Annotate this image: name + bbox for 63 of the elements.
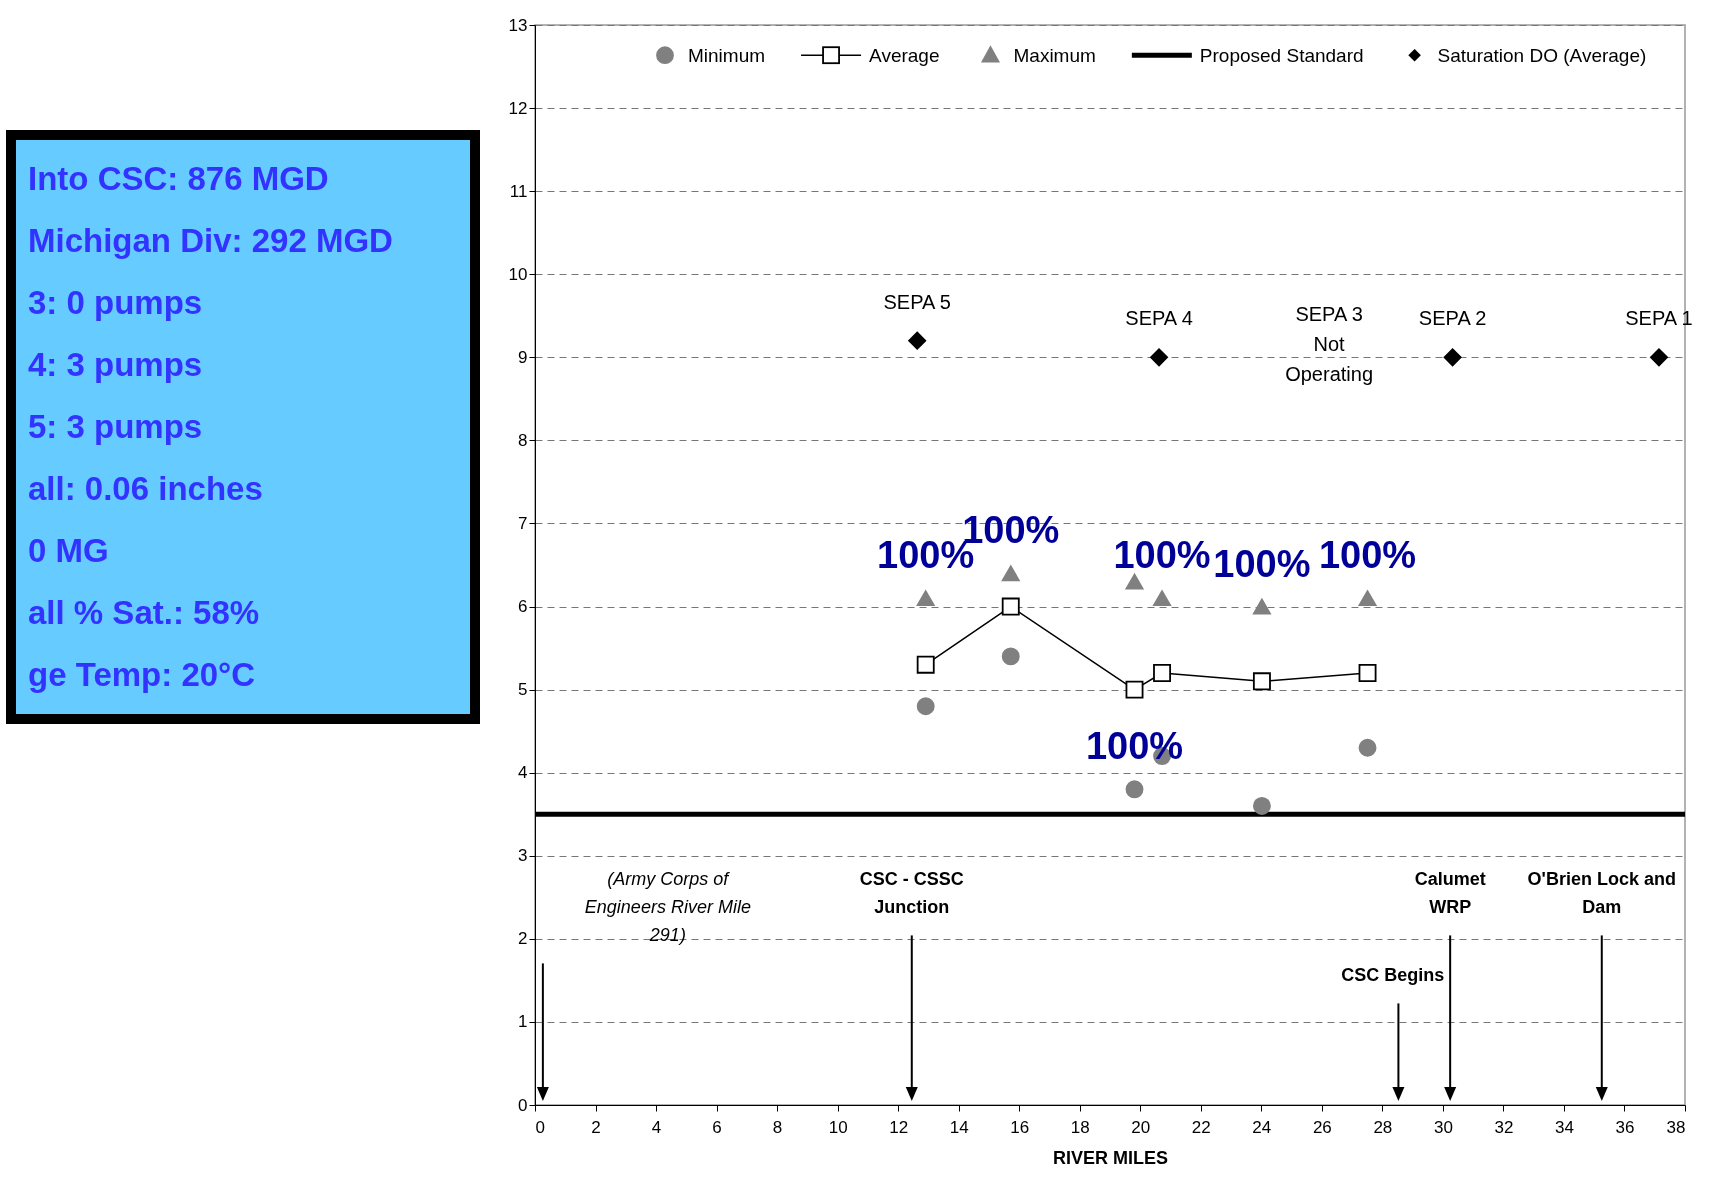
x-tick-label: 32 [1494, 1117, 1514, 1137]
ref-line-label: CSC Begins [1341, 965, 1445, 986]
text: all: 0.06 inches [28, 469, 264, 509]
x-tick-label: 28 [1373, 1117, 1393, 1137]
x-tick-label: 26 [1312, 1117, 1332, 1137]
legend-label: Saturation DO (Average) [1437, 45, 1647, 67]
annotation: 100% [1113, 534, 1211, 577]
y-tick-label: 12 [508, 98, 528, 118]
data-label: SEPA 4 [1125, 307, 1193, 330]
x-tick-label: 34 [1554, 1117, 1574, 1137]
x-tick-label: 38 [1666, 1117, 1686, 1137]
legend-label: Proposed Standard [1199, 45, 1364, 67]
x-axis-title: RIVER MILES [1052, 1147, 1169, 1168]
x-tick-label: 14 [949, 1117, 969, 1137]
text: 0 MG [28, 531, 110, 571]
y-tick-label: 1 [518, 1012, 528, 1032]
text: 3: 0 pumps [28, 283, 204, 323]
x-tick-label: 30 [1433, 1117, 1453, 1137]
ref-line-label: O'Brien Lock and Dam [1527, 869, 1676, 918]
y-tick-label: 6 [518, 597, 528, 617]
x-tick-label: 20 [1131, 1117, 1151, 1137]
y-tick-label: 7 [518, 513, 528, 533]
y-tick-label: 13 [508, 15, 528, 35]
x-tick-label: 36 [1615, 1117, 1635, 1137]
x-tick-label: 18 [1070, 1117, 1090, 1137]
ref-line-label: Calumet WRP [1414, 869, 1486, 918]
legend-label: Minimum [688, 45, 766, 67]
y-tick-label: 11 [509, 181, 528, 201]
text: 5: 3 pumps [28, 407, 204, 447]
annotation: 100% [1213, 542, 1311, 585]
x-tick-label: 4 [651, 1117, 662, 1137]
y-tick-label: 4 [518, 763, 528, 783]
y-tick-label: 0 [518, 1095, 528, 1115]
y-tick-label: 10 [508, 264, 528, 284]
x-tick-label: 16 [1010, 1117, 1030, 1137]
annotation: 100% [1085, 725, 1184, 768]
ref-line-label: CSC - CSSC Junction [859, 869, 964, 918]
text: all % Sat.: 58% [28, 593, 261, 633]
x-tick-label: 8 [772, 1117, 783, 1137]
text: Into CSC: 876 MGD [28, 159, 330, 199]
y-tick-label: 8 [518, 430, 528, 450]
y-tick-label: 5 [518, 680, 528, 700]
text: SEPA 3 Not Operating [1285, 303, 1374, 386]
annotation: 100% [1318, 534, 1417, 577]
text: ge Temp: 20°C [28, 655, 257, 695]
x-tick-label: 6 [712, 1117, 722, 1137]
x-tick-label: 22 [1191, 1117, 1211, 1137]
data-label: SEPA 5 [883, 290, 951, 313]
y-tick-label: 3 [518, 846, 528, 866]
data-label: SEPA 1 [1625, 307, 1693, 330]
text: 4: 3 pumps [28, 345, 204, 385]
legend-label: Maximum [1013, 45, 1096, 67]
data-label: SEPA 2 [1418, 307, 1487, 330]
x-tick-label: 0 [535, 1117, 545, 1137]
y-tick-label: 2 [518, 929, 528, 949]
legend-label: Average [869, 45, 940, 67]
text: Michigan Div: 292 MGD [28, 221, 394, 261]
x-tick-label: 24 [1252, 1117, 1272, 1137]
x-tick-label: 10 [828, 1117, 848, 1137]
x-tick-label: 12 [889, 1117, 909, 1137]
x-tick-label: 2 [591, 1117, 601, 1137]
y-tick-label: 9 [518, 347, 528, 367]
ref-line-label: (Army Corps of Engineers River Mile 291) [584, 869, 751, 946]
